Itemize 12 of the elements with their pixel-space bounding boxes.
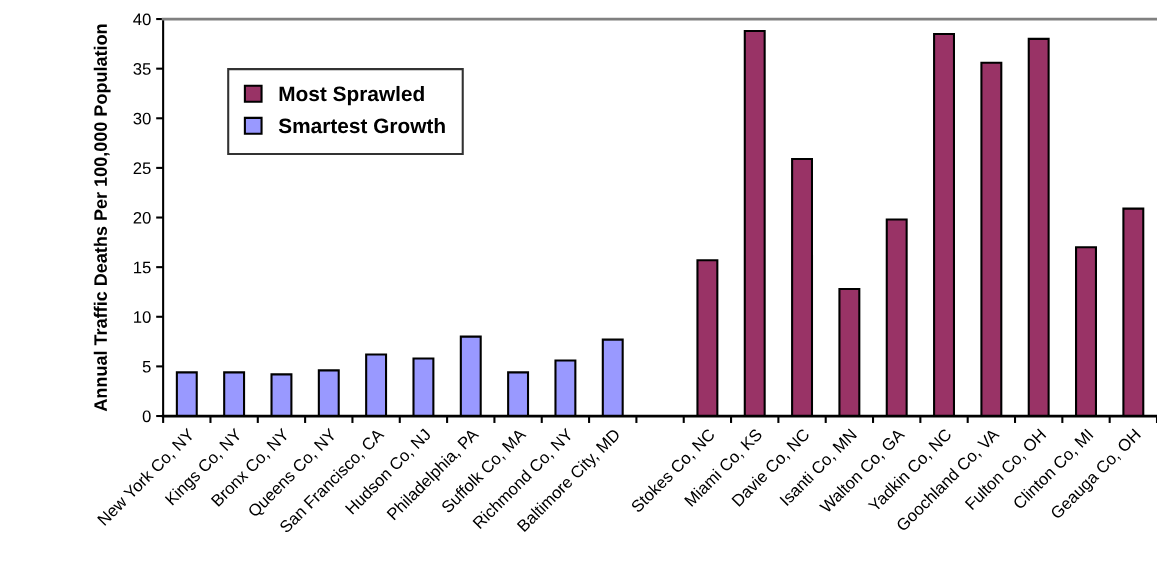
y-tick-label: 40 — [133, 13, 151, 26]
y-tick-label: 25 — [133, 162, 151, 175]
y-axis-title: Annual Traffic Deaths Per 100,000 Population — [93, 24, 111, 412]
y-tick-label: 0 — [142, 410, 151, 423]
legend-label: Smartest Growth — [278, 117, 445, 134]
legend-label: Most Sprawled — [279, 85, 424, 106]
y-tick-label: 30 — [133, 112, 151, 125]
y-tick-label: 5 — [142, 360, 151, 373]
y-tick-label: 10 — [134, 311, 151, 323]
y-tick-label: 20 — [133, 211, 151, 224]
y-tick-label: 35 — [133, 63, 151, 75]
y-tick-label: 15 — [134, 261, 151, 274]
